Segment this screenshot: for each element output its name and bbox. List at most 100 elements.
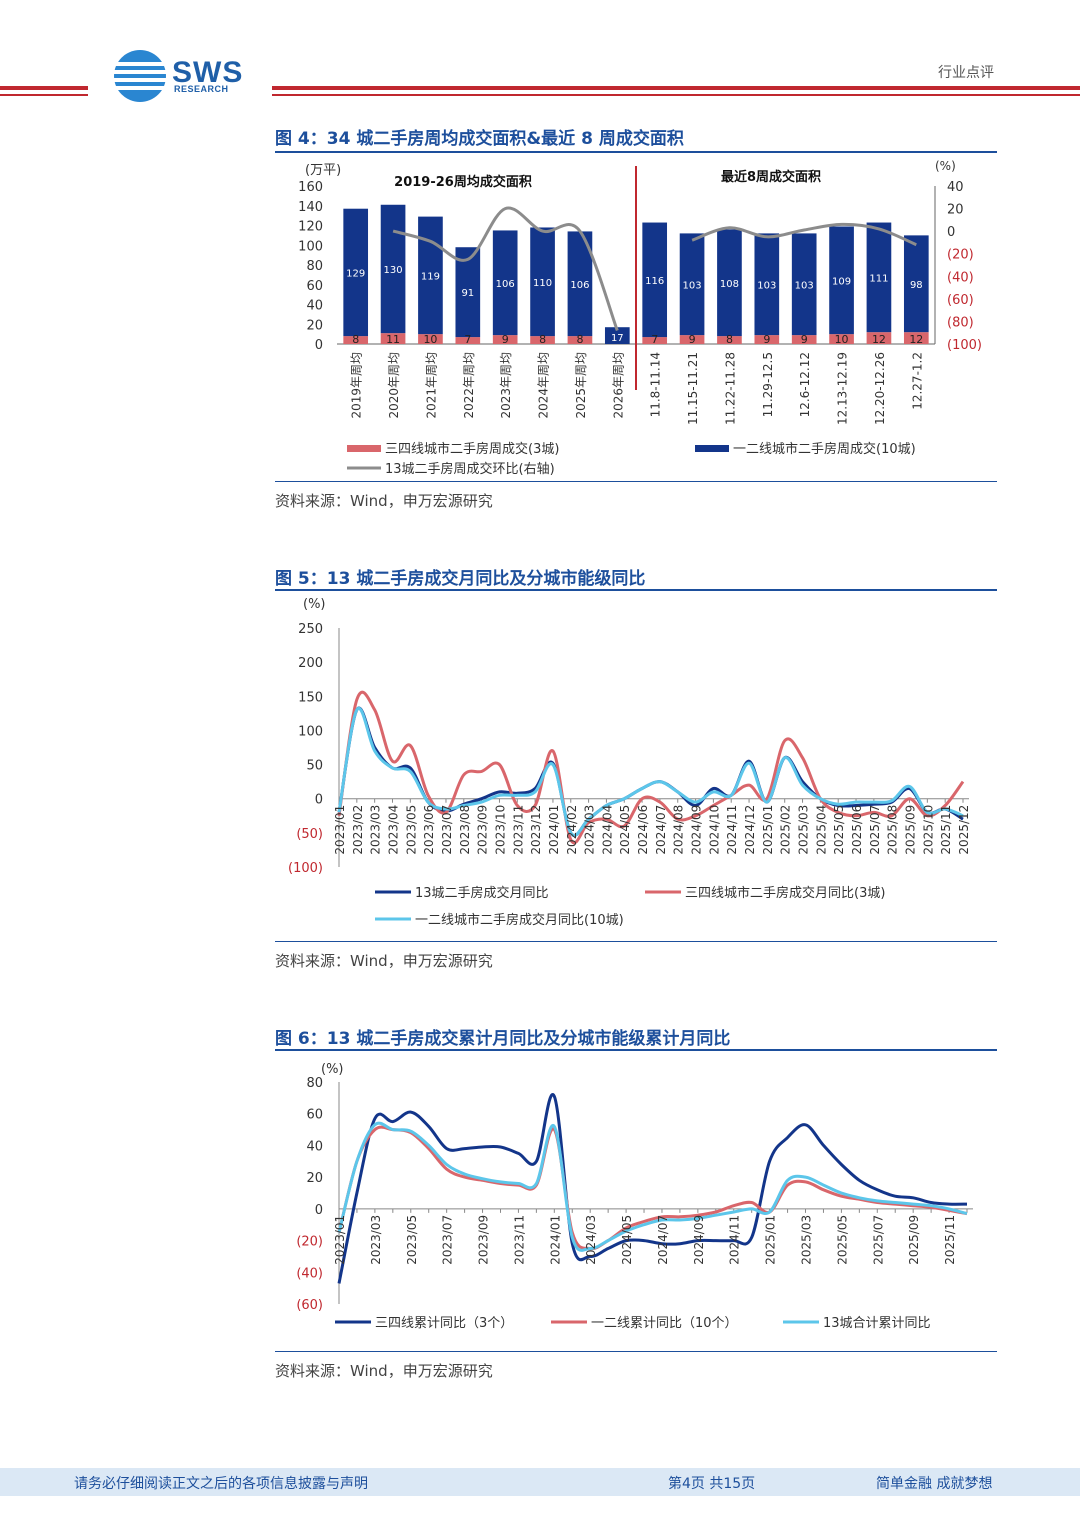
fig4-bar-tier34 — [642, 337, 668, 344]
fig4-right-tick: (100) — [947, 338, 982, 353]
fig5-y-tick: (100) — [288, 861, 323, 876]
fig4-bar-label-tier34: 10 — [423, 333, 437, 346]
fig6-legend-label: 三四线累计同比（3个） — [375, 1316, 513, 1331]
fig4-bar-label-tier34: 8 — [539, 333, 546, 346]
fig5-y-tick: 0 — [315, 793, 323, 808]
fig4-title-rule — [275, 151, 997, 153]
fig6-x-tick-label: 2023/07 — [441, 1215, 455, 1265]
fig4-right-tick: 40 — [947, 180, 964, 195]
fig5-x-tick-label: 2025/03 — [797, 805, 811, 855]
fig5-line-2 — [337, 690, 965, 845]
fig4-bar-tier34 — [679, 335, 705, 344]
sws-logo-icon — [114, 50, 166, 102]
fig5-x-tick-label: 2023/06 — [422, 805, 436, 855]
fig4-bar-tier34 — [717, 336, 742, 344]
footer-bar — [0, 1468, 1080, 1496]
fig5-title: 图 5：13 城二手房成交月同比及分城市能级同比 — [275, 569, 646, 589]
fig4-bar-label-tier34: 8 — [726, 333, 733, 346]
fig6-x-tick-label: 2023/09 — [477, 1215, 491, 1265]
fig4-bar-tier12 — [380, 204, 406, 334]
fig6-x-tick-label: 2024/09 — [692, 1215, 706, 1265]
fig5-x-tick-label: 2023/07 — [440, 805, 454, 855]
header-rule-right-thin — [272, 94, 1080, 96]
fig4-bar-tier12 — [791, 233, 817, 336]
fig5-x-tick-label: 2024/01 — [547, 805, 561, 855]
fig5-x-tick-label: 2025/11 — [939, 805, 953, 855]
fig4-x-tick-label: 2021年周均 — [424, 352, 438, 419]
fig5-x-tick-label: 2023/03 — [369, 805, 383, 855]
fig5-x-tick-label: 2023/01 — [333, 805, 347, 855]
fig6-x-tick-label: 2025/11 — [943, 1215, 957, 1265]
fig5-chart: (%) 250 200 150 100 50 0 (50) (100) 2023/01 2023/0… — [288, 597, 971, 928]
fig4-legend-swatch-tier34 — [347, 445, 381, 452]
fig5-y-tick: 100 — [298, 724, 323, 739]
fig4-bar-tier12 — [642, 222, 668, 338]
fig5-unit: (%) — [303, 597, 326, 612]
fig6-x-tick-label: 2023/05 — [405, 1215, 419, 1265]
fig5-x-tick-label: 2025/04 — [814, 805, 828, 855]
fig5-legend-label: 13城二手房成交月同比 — [415, 885, 549, 901]
logo-subtext: RESEARCH — [174, 84, 229, 94]
fig4-right-tick: (60) — [947, 293, 974, 308]
logo-text: SWS — [172, 56, 244, 89]
fig4-legend-label: 三四线城市二手房周成交(3城) — [385, 441, 559, 457]
fig4-bar-label-tier12: 91 — [461, 288, 474, 299]
fig5-x-tick-label: 2023/11 — [511, 805, 525, 855]
fig4-bar-label-tier34: 12 — [909, 333, 923, 346]
fig6-x-tick-label: 2023/01 — [333, 1215, 347, 1265]
fig4-right-unit: (%) — [935, 159, 956, 173]
fig6-y-tick: 80 — [306, 1076, 323, 1091]
fig4-bar-label-tier12: 110 — [533, 278, 552, 289]
fig6-x-tick-label: 2025/07 — [871, 1215, 885, 1265]
fig5-x-tick-label: 2023/02 — [351, 805, 365, 855]
fig4-bar-label-tier12: 103 — [683, 280, 702, 291]
fig5-y-tick: (50) — [296, 827, 323, 842]
fig4-source-rule — [275, 481, 997, 482]
fig4-bar-tier34 — [418, 334, 443, 344]
fig4-line-mom-segment — [691, 222, 917, 247]
footer-page-number: 第4页 共15页 — [668, 1476, 756, 1492]
fig4-bar-label-tier34: 9 — [763, 333, 770, 346]
fig5-x-tick-label: 2025/01 — [761, 805, 775, 855]
fig4-bar-label-tier34: 10 — [835, 333, 849, 346]
fig6-title: 图 6：13 城二手房成交累计月同比及分城市能级累计月同比 — [275, 1029, 731, 1049]
fig5-x-tick-label: 2024/02 — [565, 805, 579, 855]
footer-slogan: 简单金融 成就梦想 — [876, 1476, 993, 1492]
fig6-x-tick-label: 2023/11 — [512, 1215, 526, 1265]
fig4-right-tick: 20 — [947, 203, 964, 218]
fig4-x-tick-label: 12.6-12.12 — [798, 352, 812, 417]
fig4-x-tick-label: 2023年周均 — [499, 352, 513, 419]
fig4-bar-tier12 — [343, 208, 369, 337]
fig5-x-tick-label: 2025/07 — [868, 805, 882, 855]
fig6-x-tick-label: 2024/01 — [548, 1215, 562, 1265]
fig4-x-tick-label: 2020年周均 — [387, 352, 401, 419]
fig4-bar-label-tier12: 103 — [795, 280, 814, 291]
fig5-x-tick-label: 2023/10 — [493, 805, 507, 855]
fig4-bar-label-tier34: 11 — [386, 333, 400, 346]
fig5-legend-label: 三四线城市二手房成交月同比(3城) — [685, 885, 885, 901]
fig4-x-tick-label: 11.22-11.28 — [723, 352, 737, 425]
fig4-left-tick: 140 — [298, 200, 323, 215]
fig4-left-tick: 40 — [306, 299, 323, 314]
fig6-line-1 — [337, 1093, 968, 1284]
fig4-x-tick-label: 2022年周均 — [462, 352, 476, 419]
fig4-bar-tier12 — [829, 226, 854, 335]
fig5-x-tick-label: 2024/09 — [690, 805, 704, 855]
fig6-x-tick-label: 2024/03 — [584, 1215, 598, 1265]
fig4-bar-tier12 — [903, 235, 929, 333]
fig4-source: 资料来源：Wind，申万宏源研究 — [275, 492, 493, 510]
fig6-y-tick: 20 — [306, 1171, 323, 1186]
fig4-bar-tier34 — [492, 335, 518, 344]
fig5-x-tick-label: 2023/05 — [404, 805, 418, 855]
fig4-bar-label-tier12: 106 — [496, 279, 515, 290]
fig4-x-tick-label: 12.27-1.2 — [910, 352, 924, 410]
fig4-bar-tier34 — [903, 332, 929, 344]
fig4-bar-tier12 — [492, 230, 518, 336]
fig4-bar-label-tier12: 111 — [869, 273, 888, 284]
fig4-left-unit: (万平) — [305, 163, 341, 178]
fig4-left-tick: 20 — [306, 318, 323, 333]
fig5-source-rule — [275, 941, 997, 942]
fig5-x-tick-label: 2024/07 — [654, 805, 668, 855]
fig6-legend-label: 13城合计累计同比 — [823, 1316, 931, 1331]
fig6-x-tick-label: 2024/11 — [728, 1215, 742, 1265]
